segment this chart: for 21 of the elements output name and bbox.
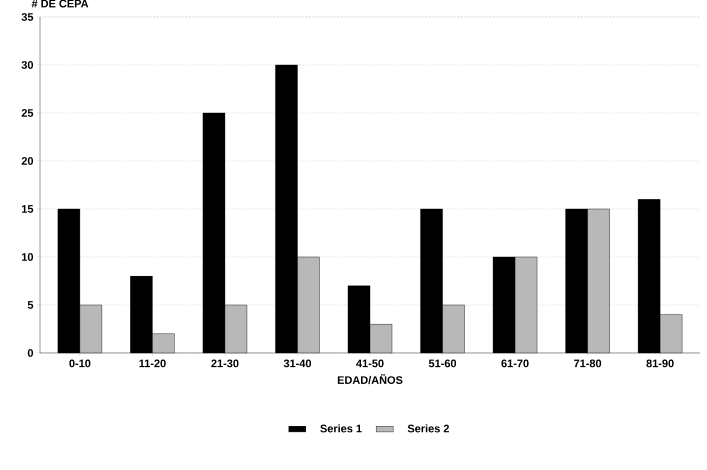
y-tick-label: 30 (22, 61, 34, 69)
y-tick-label: 0 (28, 349, 34, 357)
y-tick-label: 5 (28, 301, 34, 309)
x-tick-label: 81-90 (646, 360, 674, 368)
x-tick-label: 0-10 (69, 360, 90, 368)
y-tick-label: 10 (22, 253, 34, 261)
x-tick-label: 51-60 (428, 360, 456, 368)
legend-label: Series 1 (320, 424, 362, 432)
x-tick-label: 41-50 (356, 360, 384, 368)
y-tick-label: 25 (22, 109, 34, 117)
x-tick-label: 11-20 (139, 360, 166, 368)
y-tick-label: 35 (22, 13, 34, 21)
y-tick-label: 15 (22, 205, 34, 213)
x-axis-title: EDAD/AÑOS (338, 374, 402, 384)
y-axis-title: # DE CEPA (32, 0, 88, 8)
x-tick-label: 31-40 (284, 360, 312, 368)
y-tick-label: 20 (22, 157, 34, 165)
x-tick-label: 71-80 (574, 360, 602, 368)
x-tick-label: 61-70 (501, 360, 529, 368)
x-tick-label: 21-30 (211, 360, 239, 368)
legend-label: Series 2 (408, 424, 449, 432)
